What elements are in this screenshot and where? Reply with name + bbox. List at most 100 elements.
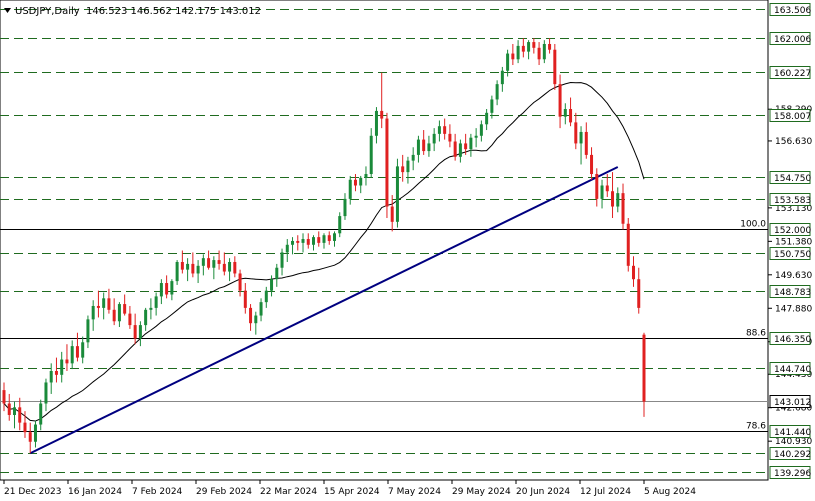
candle-body — [7, 403, 11, 415]
candle-body — [516, 45, 520, 60]
y-tick-label: 147.880 — [775, 304, 812, 314]
candle-body — [332, 233, 336, 241]
candle-body — [327, 235, 331, 241]
candle-body — [637, 279, 641, 308]
candle-body — [511, 53, 515, 60]
level-tag-label: 163.506 — [774, 6, 811, 16]
candle-body — [75, 346, 79, 358]
level-tag — [769, 193, 811, 206]
candle-body — [306, 239, 310, 245]
candle-body — [12, 407, 16, 415]
level-tag-label: 153.583 — [774, 196, 811, 206]
candle-body — [485, 112, 489, 125]
fib-percent: 100.0 — [740, 220, 766, 230]
chart-symbol: USDJPY,Daily — [15, 6, 80, 17]
x-tick-label: 29 May 2024 — [452, 487, 511, 497]
y-tick-label: 142.680 — [775, 404, 812, 414]
trendline — [29, 166, 619, 455]
candle-body — [18, 407, 22, 423]
candle-body — [506, 53, 510, 71]
candle-body — [228, 261, 232, 272]
candle-body — [406, 160, 410, 173]
candle-body — [364, 174, 368, 178]
candle-body — [165, 283, 169, 295]
x-tick-label: 7 May 2024 — [388, 487, 441, 497]
candle-body — [343, 198, 347, 217]
candle-body — [527, 42, 531, 52]
candle-body — [401, 166, 405, 173]
candle-body — [542, 43, 546, 60]
candle-body — [605, 185, 609, 192]
candle-body — [217, 260, 221, 264]
candle-body — [107, 298, 111, 310]
candle-body — [380, 110, 384, 119]
level-tag-label: 158.007 — [774, 112, 811, 122]
candle-body — [60, 359, 64, 375]
y-tick-label: 140.930 — [775, 437, 812, 447]
candle-body — [96, 305, 100, 308]
candle-body — [443, 126, 447, 134]
candle-body — [275, 267, 279, 280]
candle-body — [222, 263, 226, 272]
candle-body — [611, 191, 615, 207]
candle-body — [39, 403, 43, 425]
candle-body — [249, 307, 253, 324]
candle-body — [521, 45, 525, 52]
candle-body — [558, 84, 562, 117]
candle-body — [201, 258, 205, 266]
candle-body — [422, 139, 426, 152]
level-tag — [769, 285, 811, 298]
candle-body — [123, 304, 127, 314]
candle-body — [322, 235, 326, 243]
fib-percent: 88.6 — [746, 329, 766, 339]
moving-average-line — [3, 81, 645, 422]
candle-body — [437, 126, 441, 134]
fib-tag — [769, 332, 811, 345]
fib-tag — [769, 223, 811, 236]
candle-body — [159, 283, 163, 297]
candle-body — [385, 118, 389, 207]
candle-body — [180, 261, 184, 270]
level-tag — [769, 362, 811, 375]
candle-body — [49, 370, 53, 383]
x-tick-label: 5 Aug 2024 — [644, 487, 696, 497]
candle-body — [117, 304, 121, 322]
candles — [2, 38, 646, 454]
candle-body — [196, 265, 200, 274]
candle-body — [285, 244, 289, 253]
price-tags: 163.506 162.006 160.227 158.007 154.750 153.5… — [769, 3, 811, 479]
x-tick-label: 22 Mar 2024 — [260, 487, 317, 497]
fib-tag-label: 146.350 — [774, 335, 811, 345]
x-tick-label: 15 Apr 2024 — [324, 487, 380, 497]
candle-body — [154, 296, 158, 308]
candle-body — [432, 133, 436, 144]
moving-average — [3, 81, 645, 422]
candle-body — [91, 305, 95, 320]
candle-body — [348, 179, 352, 199]
candle-body — [579, 131, 583, 144]
triangle-down-icon[interactable] — [4, 8, 11, 13]
level-tag-label: 162.006 — [774, 35, 811, 45]
trendline-group — [29, 166, 619, 455]
candle-body — [626, 223, 630, 266]
candle-body — [590, 154, 594, 175]
level-tag — [769, 171, 811, 184]
candle-body — [102, 298, 106, 308]
candle-body — [291, 240, 295, 245]
candle-body — [270, 279, 274, 291]
candle-body — [259, 302, 263, 316]
y-tick-label: 153.130 — [775, 204, 812, 214]
candle-body — [191, 263, 195, 274]
candle-body — [280, 252, 284, 268]
level-tag — [769, 466, 811, 479]
candle-body — [448, 133, 452, 142]
candle-body — [186, 263, 190, 270]
candle-body — [458, 143, 462, 157]
y-tick-label: 151.380 — [775, 237, 812, 247]
candle-body — [23, 422, 27, 433]
candle-body — [28, 432, 32, 442]
candle-body — [359, 177, 363, 186]
y-tick-label: 156.630 — [775, 137, 812, 147]
candle-body — [65, 359, 69, 364]
